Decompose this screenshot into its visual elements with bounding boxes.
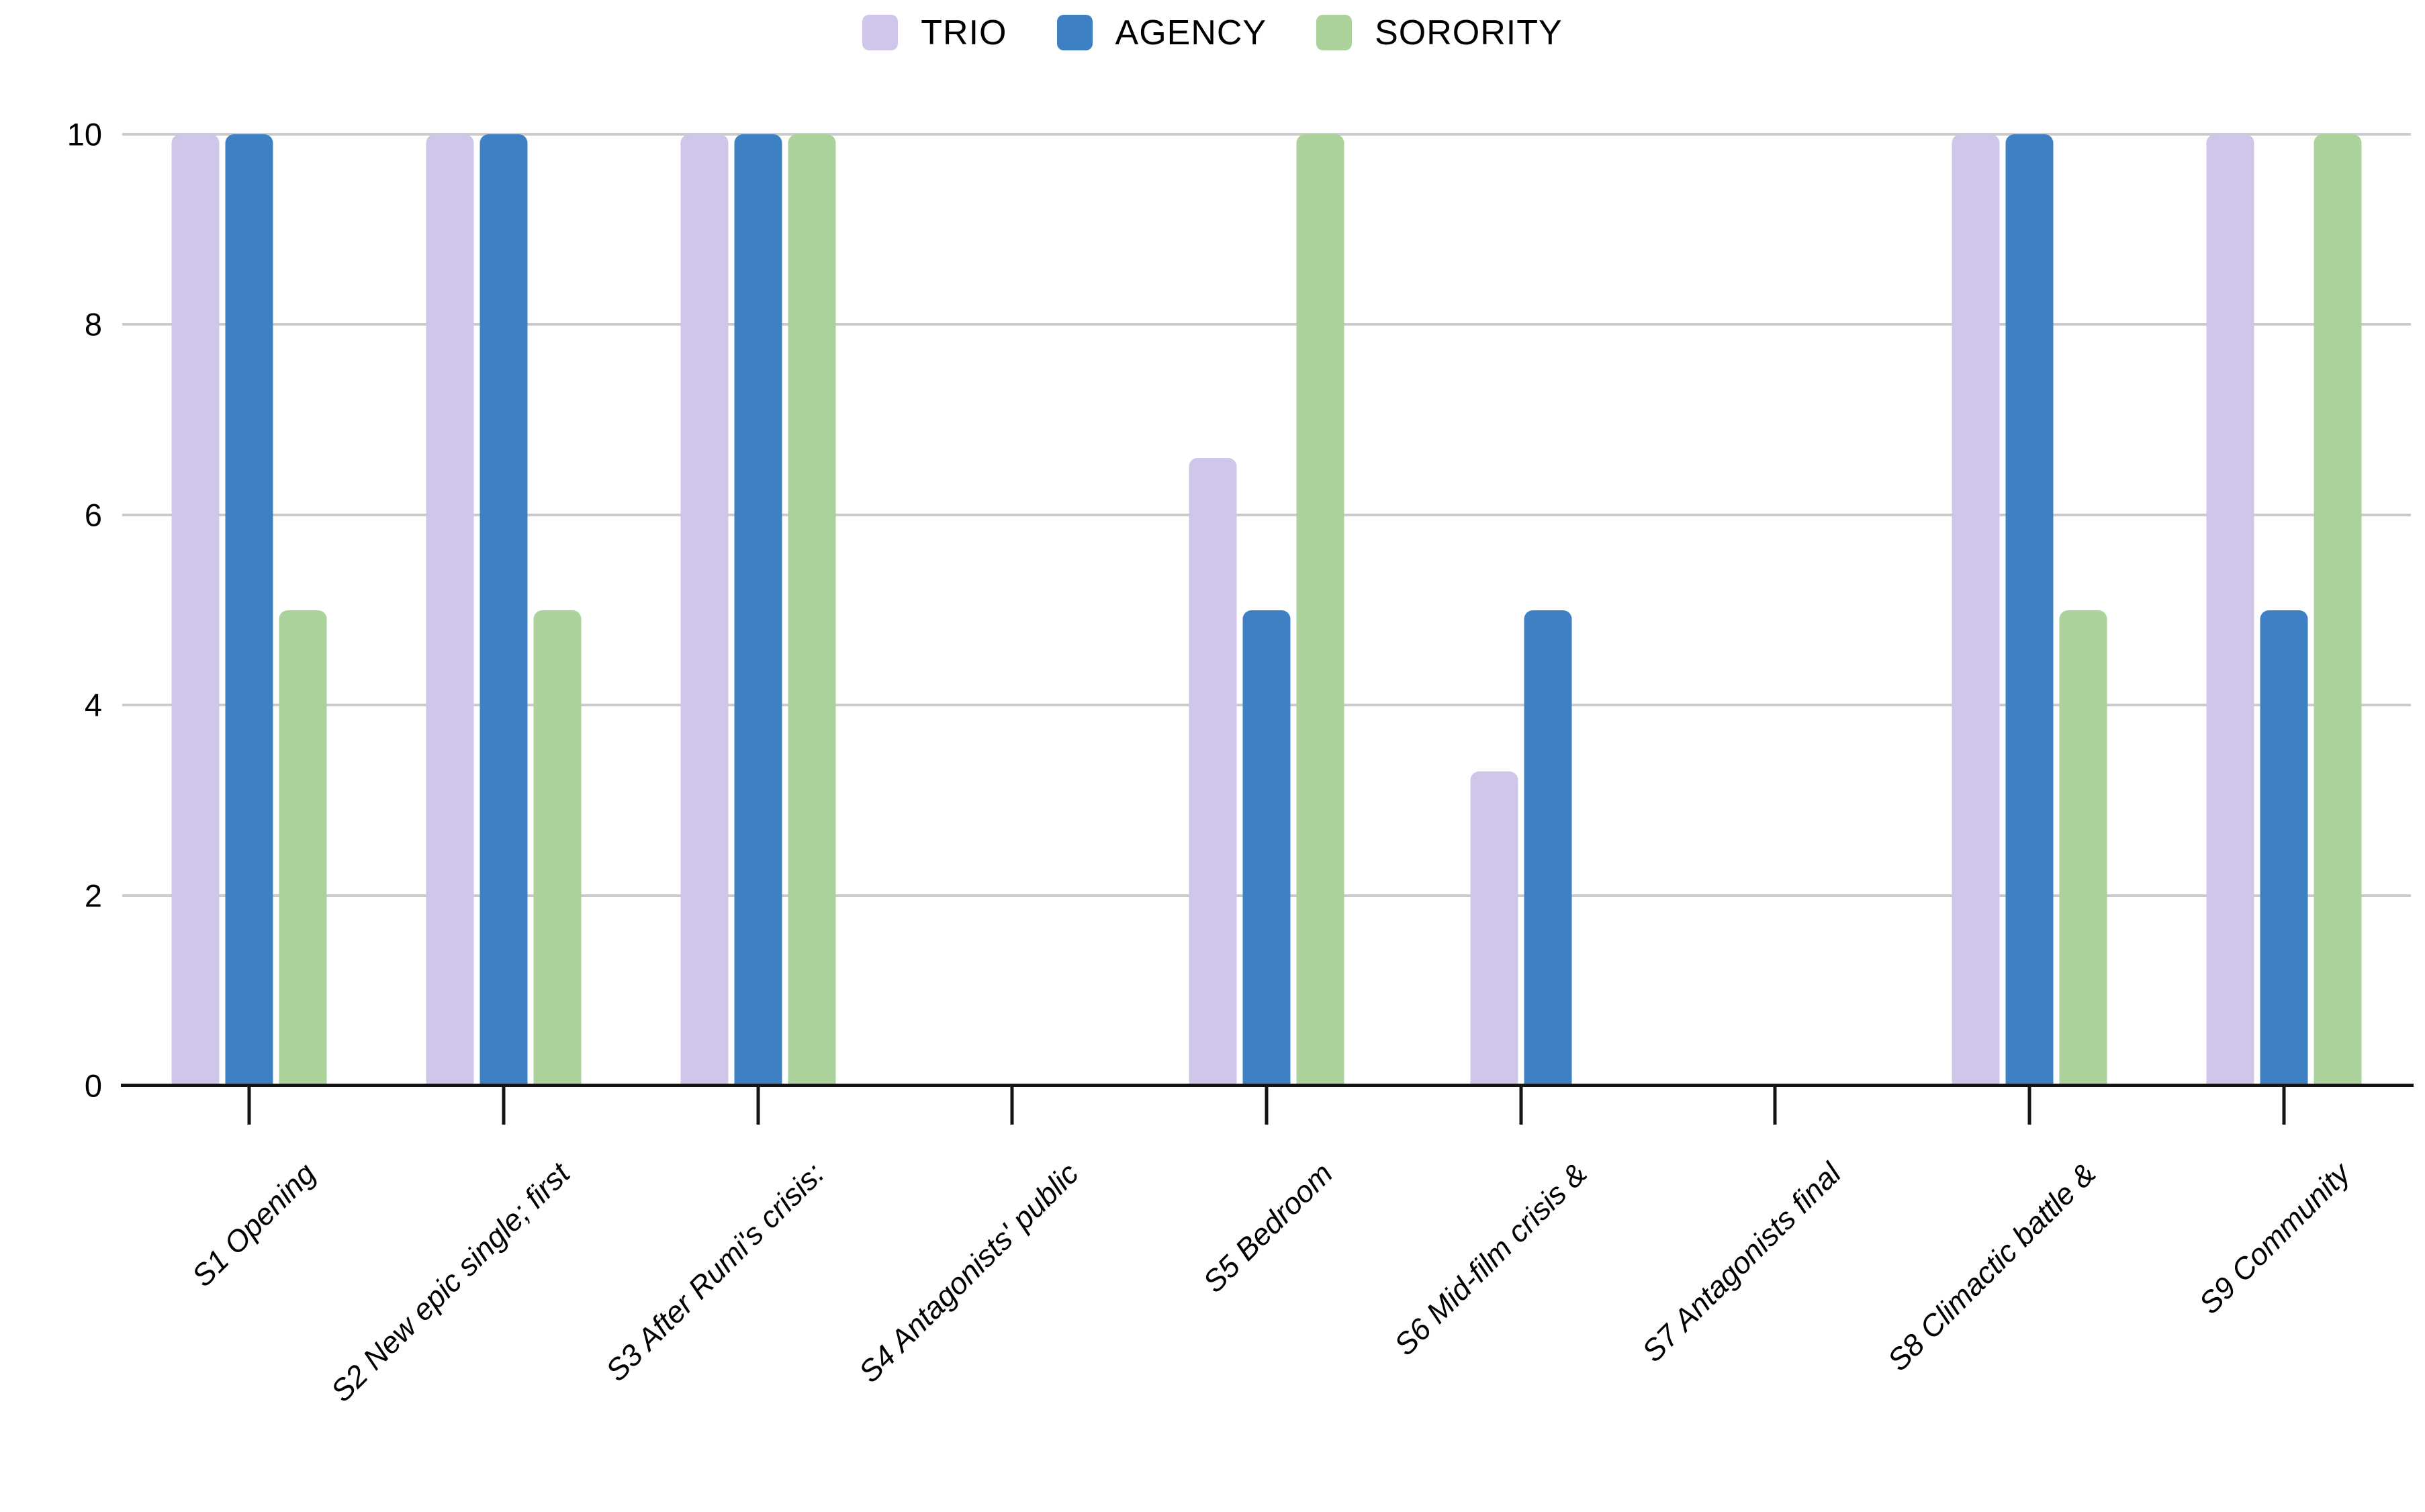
category-slot: S9 Community	[2156, 134, 2411, 1321]
plot-area: 0 2 4 6 8 10 S1 Opening S2 New epic single; fi…	[67, 119, 2414, 1409]
bar-group	[1189, 134, 1344, 1086]
x-axis-line	[121, 1084, 2414, 1087]
trio-bar	[2206, 134, 2254, 1086]
bar-group	[680, 134, 836, 1086]
x-tick-label: S9 Community	[2192, 1156, 2357, 1321]
legend-label: AGENCY	[1115, 13, 1267, 52]
trio-bar	[1470, 771, 1518, 1086]
category-slot: S5 Bedroom	[1140, 134, 1394, 1299]
x-tick-label: S2 New epic single; first	[324, 1156, 577, 1409]
trio-bar	[680, 134, 729, 1086]
y-tick-label: 6	[84, 497, 102, 533]
x-tick	[1010, 1086, 1014, 1125]
agency-bar	[1524, 610, 1572, 1086]
agency-bar	[2260, 610, 2308, 1086]
sorority-bar	[1296, 134, 1344, 1086]
category-slot: S3 After Rumi's crisis:	[599, 134, 885, 1388]
y-tick-label: 10	[66, 116, 102, 152]
x-tick	[247, 1086, 251, 1125]
x-tick	[2027, 1086, 2031, 1125]
x-tick-label: S8 Climactic battle &	[1880, 1156, 2103, 1378]
legend-item: TRIO	[862, 15, 1007, 50]
category-slots: S1 Opening S2 New epic single; first S3 Af…	[122, 134, 2411, 1409]
trio-bar	[171, 134, 220, 1086]
category-slot: S4 Antagonists' public	[852, 134, 1140, 1389]
sorority-legend-swatch	[1316, 15, 1353, 50]
sorority-bar	[279, 610, 327, 1086]
trio-bar	[1952, 134, 2000, 1086]
trio-bar	[426, 134, 474, 1086]
trio-legend-swatch	[862, 15, 899, 50]
category-slot: S7 Antagonists final	[1635, 134, 1903, 1368]
y-tick-label: 2	[84, 878, 102, 914]
trio-bar	[1189, 457, 1237, 1086]
legend-label: TRIO	[921, 13, 1007, 52]
x-tick-label: S1 Opening	[185, 1156, 322, 1294]
x-tick-label: S7 Antagonists final	[1635, 1156, 1848, 1369]
gridline	[122, 513, 2411, 516]
agency-bar	[734, 134, 782, 1086]
category-slot: S2 New epic single; first	[324, 134, 631, 1409]
x-tick	[1773, 1086, 1777, 1125]
agency-bar	[1242, 610, 1291, 1086]
bar-group	[171, 134, 327, 1086]
y-tick-label: 8	[84, 306, 102, 342]
gridline	[122, 323, 2411, 326]
legend-label: SORORITY	[1375, 13, 1563, 52]
agency-legend-swatch	[1056, 15, 1093, 50]
category-slot: S8 Climactic battle &	[1880, 134, 2157, 1378]
x-tick	[2282, 1086, 2286, 1125]
sorority-bar	[2059, 610, 2107, 1086]
sorority-bar	[2314, 134, 2362, 1086]
legend-item: AGENCY	[1056, 13, 1267, 52]
x-tick-label: S6 Mid-film crisis &	[1387, 1156, 1594, 1362]
legend: TRIO AGENCY SORORITY	[0, 15, 2425, 50]
bar-group	[1470, 134, 1572, 1086]
agency-bar	[225, 134, 273, 1086]
agency-bar	[479, 134, 528, 1086]
agency-bar	[2005, 134, 2054, 1086]
x-tick-label: S5 Bedroom	[1196, 1156, 1340, 1299]
category-slot: S1 Opening	[122, 134, 377, 1293]
gridline	[122, 133, 2411, 136]
bar-group	[1952, 134, 2107, 1086]
x-tick-label: S4 Antagonists' public	[852, 1156, 1085, 1389]
y-tick-label: 4	[84, 687, 102, 723]
x-tick-label: S3 After Rumi's crisis:	[598, 1156, 831, 1388]
x-tick	[502, 1086, 506, 1125]
sorority-bar	[788, 134, 836, 1086]
x-tick	[1265, 1086, 1269, 1125]
sorority-bar	[533, 610, 582, 1086]
legend-item: SORORITY	[1316, 15, 1563, 50]
bar-group	[2206, 134, 2362, 1086]
bar-group	[426, 134, 582, 1086]
x-tick	[1519, 1086, 1523, 1125]
category-slot: S6 Mid-film crisis &	[1387, 134, 1648, 1362]
x-tick	[756, 1086, 760, 1125]
y-tick-label: 0	[84, 1068, 102, 1104]
